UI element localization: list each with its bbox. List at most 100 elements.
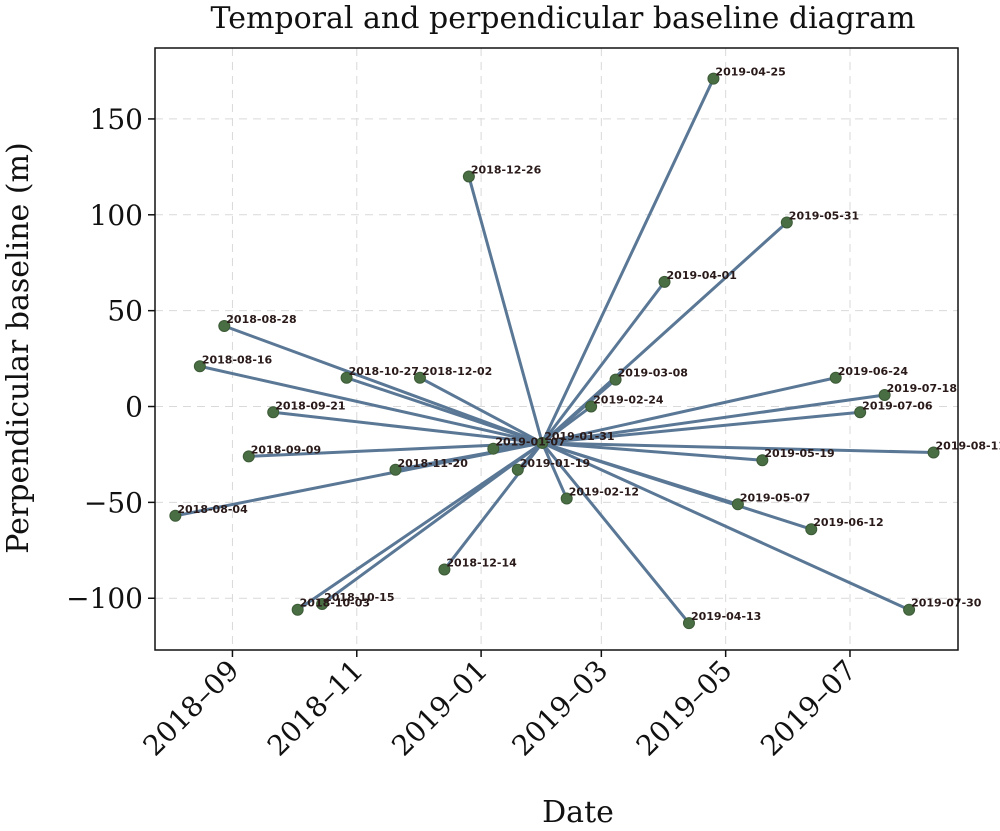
acquisition-point — [536, 436, 549, 449]
acquisition-date-label: 2019-06-24 — [838, 365, 909, 378]
acquisition-date-label: 2018-08-16 — [202, 353, 273, 366]
acquisition-point — [609, 373, 622, 386]
acquisition-point — [438, 563, 451, 576]
acquisition-point — [805, 523, 818, 536]
acquisition-date-label: 2019-04-25 — [715, 66, 785, 79]
y-tick-label: 50 — [107, 295, 143, 328]
baseline-edge — [516, 441, 544, 472]
acquisition-date-label: 2019-06-12 — [813, 516, 883, 529]
y-tick-label: 100 — [90, 199, 143, 232]
acquisition-point — [511, 463, 524, 476]
x-tick-label: 2019–07 — [754, 654, 863, 763]
x-axis-ticks: 2018–09 2018–11 2019–01 2019–03 2019–05 2019–… — [137, 650, 863, 762]
acquisition-point — [389, 463, 402, 476]
baseline-edge — [442, 441, 544, 571]
acquisition-date-label: 2018-09-21 — [275, 399, 345, 412]
acquisition-point — [658, 275, 671, 288]
acquisition-point — [462, 170, 475, 183]
y-tick-label: 0 — [125, 391, 143, 424]
acquisition-date-label: 2018-12-02 — [422, 365, 492, 378]
acquisition-date-label: 2018-11-20 — [397, 457, 468, 470]
acquisition-date-label: 2018-12-14 — [446, 556, 517, 569]
baseline-edge — [540, 441, 764, 462]
x-tick-label: 2018–09 — [137, 654, 246, 763]
acquisition-date-label: 2019-02-24 — [593, 394, 664, 407]
y-axis-label: Perpendicular baseline (m) — [1, 142, 36, 553]
acquisition-date-label: 2019-04-13 — [691, 610, 761, 623]
acquisition-date-label: 2019-01-19 — [520, 457, 590, 470]
baseline-edge — [393, 441, 544, 472]
acquisition-point — [731, 498, 744, 511]
acquisition-date-label: 2018-10-03 — [300, 597, 370, 610]
acquisition-point — [291, 603, 304, 616]
acquisition-date-label: 2018-08-28 — [226, 313, 296, 326]
y-axis-ticks: −100 −50 0 50 100 150 — [66, 103, 155, 615]
acquisition-point — [756, 454, 769, 467]
acquisition-points — [169, 72, 940, 630]
acquisition-date-label: 2019-05-07 — [740, 491, 810, 504]
grid — [155, 48, 958, 650]
x-axis-label: Date — [542, 795, 614, 830]
acquisition-point — [193, 360, 206, 373]
y-tick-label: 150 — [90, 103, 143, 136]
acquisition-date-label: 2019-01-07 — [495, 436, 565, 449]
date-labels: 2018-08-04 2018-08-16 2018-08-28 2018-09-09… — [177, 66, 1000, 623]
x-tick-label: 2019–05 — [630, 654, 739, 763]
acquisition-point — [829, 371, 842, 384]
baseline-edge — [540, 280, 667, 445]
baseline-edge — [540, 410, 862, 445]
y-tick-label: −100 — [66, 582, 143, 615]
baseline-edge — [198, 364, 544, 445]
acquisition-point — [707, 72, 720, 85]
acquisition-point — [242, 450, 255, 463]
acquisition-date-label: 2019-07-30 — [911, 597, 982, 610]
baseline-edge — [540, 441, 691, 625]
baseline-edge — [296, 441, 544, 612]
baseline-edge — [540, 441, 911, 612]
acquisition-point — [340, 371, 353, 384]
acquisition-point — [316, 597, 329, 610]
baseline-edge — [491, 441, 544, 451]
acquisition-date-label: 2019-07-18 — [887, 382, 957, 395]
acquisition-date-label: 2019-04-01 — [667, 269, 737, 282]
acquisition-date-label: 2019-01-31 — [544, 430, 614, 443]
acquisition-date-label: 2019-05-19 — [764, 447, 834, 460]
baseline-edge — [540, 393, 887, 445]
baseline-edge — [467, 174, 544, 445]
acquisition-date-label: 2018-10-15 — [324, 591, 394, 604]
chart-title: Temporal and perpendicular baseline diag… — [211, 1, 916, 36]
baseline-edge — [540, 220, 789, 445]
acquisition-date-label: 2019-03-08 — [618, 367, 688, 380]
acquisition-date-label: 2019-05-31 — [789, 209, 859, 222]
acquisition-date-label: 2018-12-26 — [471, 163, 542, 176]
baseline-edges — [173, 77, 936, 625]
y-tick-label: −50 — [84, 486, 143, 519]
acquisition-date-label: 2018-09-09 — [251, 443, 321, 456]
baseline-edge — [222, 324, 544, 445]
acquisition-point — [854, 406, 867, 419]
baseline-edge — [540, 441, 813, 531]
baseline-edge — [320, 441, 544, 606]
acquisition-point — [585, 400, 598, 413]
baseline-edge — [540, 376, 838, 445]
plot-frame — [154, 47, 959, 651]
acquisition-date-label: 2018-10-27 — [349, 365, 419, 378]
acquisition-point — [218, 319, 231, 332]
baseline-edge — [540, 441, 569, 501]
acquisition-point — [878, 389, 891, 402]
baseline-edge — [540, 441, 936, 455]
acquisition-point — [267, 406, 280, 419]
acquisition-date-label: 2019-07-06 — [862, 399, 933, 412]
acquisition-point — [487, 442, 500, 455]
acquisition-date-label: 2018-08-04 — [177, 503, 248, 516]
acquisition-point — [780, 216, 793, 229]
acquisition-date-label: 2019-02-12 — [569, 486, 639, 499]
acquisition-date-label: 2019-08-11 — [936, 440, 1000, 453]
baseline-edge — [345, 376, 544, 445]
baseline-edge — [418, 376, 544, 445]
baseline-edge — [271, 410, 544, 445]
acquisition-point — [927, 446, 940, 459]
acquisition-point — [903, 603, 916, 616]
baseline-edge — [540, 77, 715, 445]
